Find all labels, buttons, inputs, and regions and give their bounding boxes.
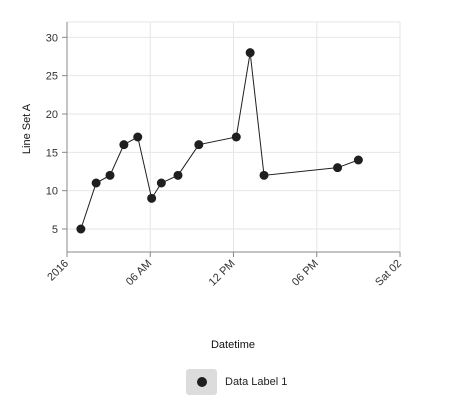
data-point[interactable]: [259, 170, 269, 180]
data-point[interactable]: [245, 48, 255, 58]
x-tick-label: Sat 02: [373, 258, 404, 289]
y-tick-label: 15: [46, 147, 58, 159]
y-axis-label: Line Set A: [21, 103, 33, 154]
x-axis-label: Datetime: [211, 339, 255, 351]
y-tick-label: 20: [46, 109, 58, 121]
series-line: [80, 52, 359, 230]
data-point[interactable]: [194, 140, 204, 150]
y-axis-ticks: 5 10 15 20 25 30: [46, 32, 67, 236]
data-point[interactable]: [173, 170, 183, 180]
legend-swatch[interactable]: [186, 369, 217, 395]
data-point[interactable]: [147, 193, 157, 203]
legend-marker-icon: [196, 377, 207, 387]
y-tick-label: 5: [52, 224, 58, 236]
x-tick-label: 06 PM: [290, 258, 321, 289]
data-point[interactable]: [231, 132, 241, 142]
x-tick-label: 2016: [45, 258, 71, 284]
x-tick-label: 12 PM: [207, 258, 238, 289]
data-point[interactable]: [333, 163, 343, 173]
y-tick-label: 25: [46, 71, 58, 83]
data-point[interactable]: [119, 140, 129, 150]
legend-label: Data Label 1: [225, 376, 288, 388]
data-point[interactable]: [156, 178, 166, 188]
legend[interactable]: Data Label 1: [186, 369, 287, 395]
data-point[interactable]: [353, 155, 363, 165]
series-points: [76, 48, 363, 234]
y-tick-label: 30: [46, 32, 58, 44]
data-point[interactable]: [105, 170, 115, 180]
x-axis-ticks: 2016 06 AM 12 PM 06 PM Sat 02: [45, 252, 404, 289]
data-point[interactable]: [91, 178, 101, 188]
data-point[interactable]: [76, 224, 86, 234]
y-tick-label: 10: [46, 186, 58, 198]
grid-lines: [67, 21, 401, 252]
x-tick-label: 06 AM: [124, 258, 155, 289]
data-point[interactable]: [133, 132, 143, 142]
